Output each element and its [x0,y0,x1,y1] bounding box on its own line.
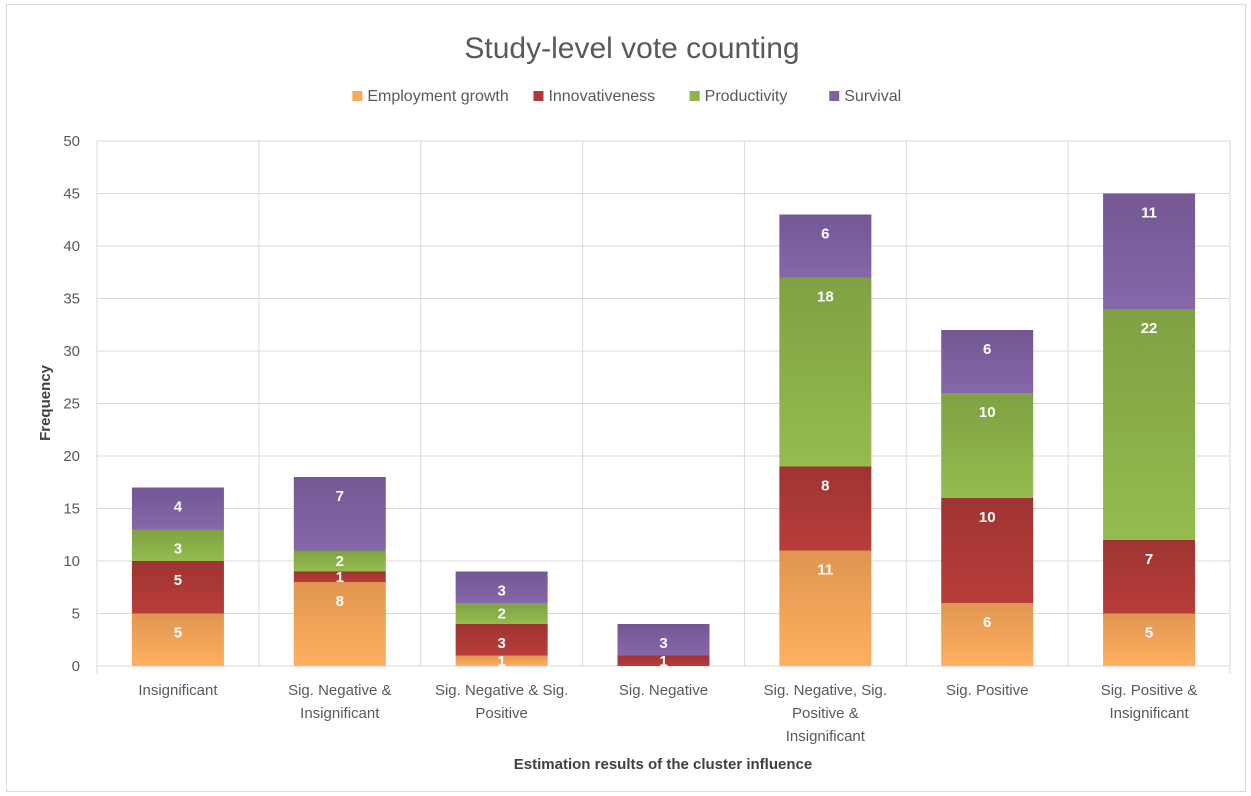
data-label: 2 [497,606,505,623]
bar-segment [293,582,386,666]
data-label: 1 [659,653,667,670]
x-category-label: Sig. Negative, Sig. Positive & Insignifica… [764,682,887,745]
data-label: 4 [174,499,183,516]
bar-segment [617,624,710,656]
bar-segment [941,603,1034,666]
legend-label: Survival [844,88,901,105]
data-label: 3 [174,541,182,558]
bar-segment [779,214,872,278]
bar-segment [1103,309,1196,540]
x-category-label: Sig. Negative & Sig. Positive [435,682,568,722]
x-category-label: Sig. Negative [619,682,708,699]
bar-segment [1103,193,1196,309]
bars [131,193,1196,666]
bar-segment [455,655,548,666]
bar-segment [779,466,872,551]
bar-segment [131,529,224,561]
data-label: 3 [497,635,505,652]
data-label: 1 [336,569,344,586]
y-axis-ticks: 0 5 10 15 20 25 30 35 40 45 50 [63,133,80,675]
y-tick-label: 25 [63,396,80,413]
data-label: 10 [979,404,996,421]
y-tick-label: 45 [63,186,80,203]
data-label: 3 [659,635,667,652]
y-axis-title: Frequency [37,364,54,441]
data-label: 6 [821,226,829,243]
data-label: 5 [1145,625,1153,642]
data-label: 10 [979,509,996,526]
x-axis-title: Estimation results of the cluster influe… [514,756,812,773]
bar-segment [131,613,224,666]
bar-segment [779,277,872,467]
legend-label: Innovativeness [548,88,655,105]
data-label: 11 [817,562,833,579]
data-label: 1 [497,653,505,670]
data-label: 7 [1145,551,1153,568]
x-axis-categories: Insignificant Sig. Negative & Insignifican… [138,682,1197,745]
bar-segment [131,561,224,614]
data-label: 8 [821,478,829,495]
data-label: 5 [174,572,182,589]
x-category-label: Sig. Positive & Insignificant [1101,682,1198,722]
bar-segment [1103,540,1196,614]
bar-segment [293,571,386,582]
data-label: 11 [1141,205,1157,222]
data-label: 3 [497,583,505,600]
legend-swatch [829,91,840,101]
bar-segment [455,624,548,656]
chart-title: Study-level vote counting [464,32,799,65]
data-label: 18 [817,289,834,306]
legend-label: Employment growth [367,88,508,105]
legend-label: Productivity [705,88,788,105]
y-tick-label: 35 [63,291,80,308]
bar-segment [941,393,1034,498]
data-label: 2 [336,553,344,570]
bar-segment [941,330,1034,393]
data-label: 22 [1141,320,1158,337]
bar-segment [293,477,386,551]
bar-segment [1103,613,1196,666]
x-category-label: Sig. Positive [946,682,1029,699]
bar-segment [941,498,1034,603]
bar-segment [455,603,548,624]
x-category-label: Insignificant [138,682,218,699]
bar-segment [617,655,710,666]
y-tick-label: 5 [72,606,80,623]
data-label: 8 [336,593,344,610]
y-tick-label: 30 [63,343,80,360]
legend-swatch [352,91,363,101]
y-tick-label: 15 [63,501,80,518]
data-label: 7 [336,488,344,505]
bar-segment [455,571,548,603]
x-category-label: Sig. Negative & Insignificant [288,682,391,722]
bar-segment [293,550,386,572]
bar-segment [779,550,872,666]
y-tick-label: 40 [63,238,80,255]
legend: Employment growth Innovativeness Productiv… [352,88,901,105]
data-label: 5 [174,625,182,642]
data-label: 6 [983,341,991,358]
y-tick-label: 20 [63,448,80,465]
y-tick-label: 50 [63,133,80,150]
gridlines [96,140,1231,674]
bar-segment [131,487,224,530]
legend-swatch [689,91,700,101]
y-tick-label: 0 [72,658,80,675]
data-label: 6 [983,614,991,631]
legend-swatch [533,91,544,101]
y-tick-label: 10 [63,553,80,570]
